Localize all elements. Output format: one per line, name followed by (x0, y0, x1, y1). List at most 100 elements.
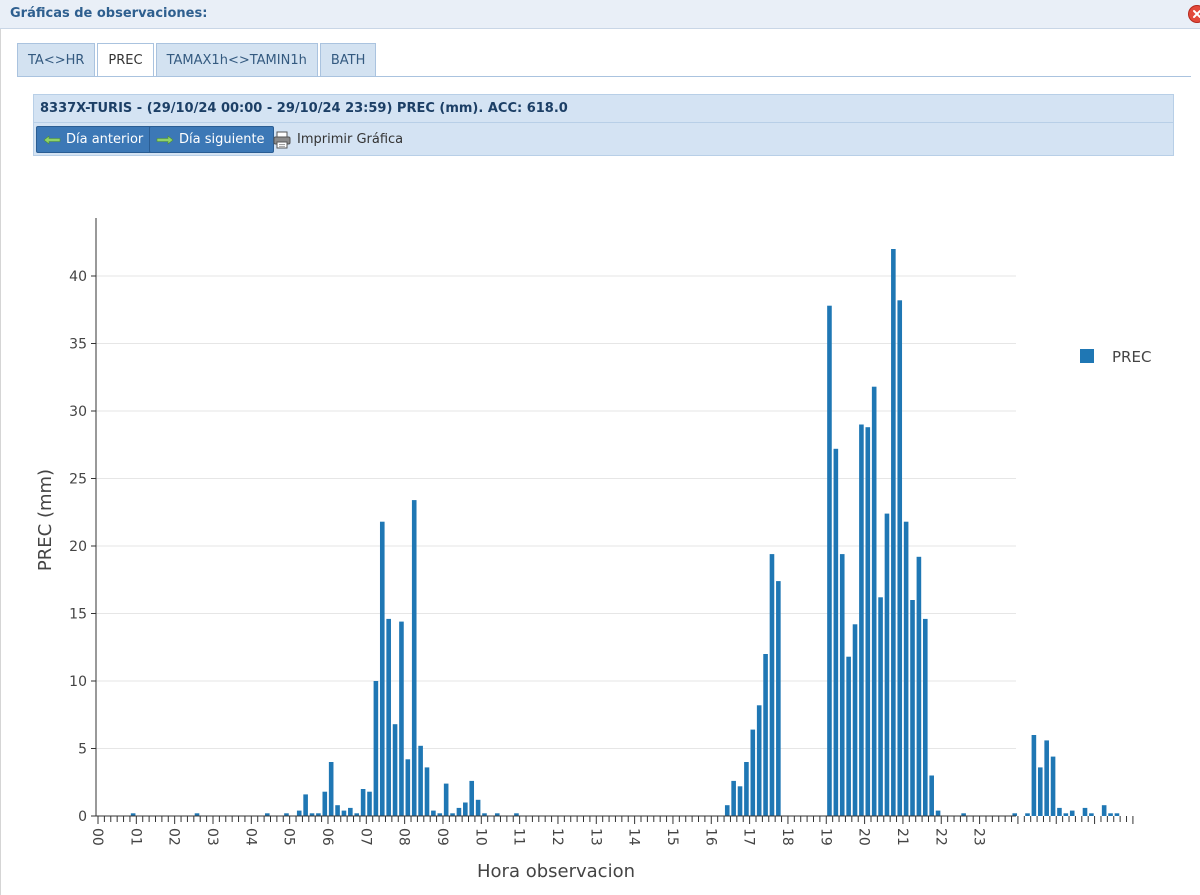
x-tick-label: 14 (626, 828, 642, 846)
bar[interactable] (884, 513, 890, 816)
bar[interactable] (405, 759, 411, 816)
bar[interactable] (443, 783, 449, 816)
previous-day-button[interactable]: Día anterior (36, 126, 153, 153)
bar[interactable] (833, 448, 839, 816)
bar[interactable] (303, 794, 308, 816)
bar[interactable] (916, 556, 922, 816)
x-tick-label: 02 (166, 828, 182, 846)
bar[interactable] (469, 780, 475, 816)
bar[interactable] (296, 810, 302, 816)
bar[interactable] (910, 600, 915, 816)
bar[interactable] (431, 810, 436, 816)
tab-bar: TA<>HR PREC TAMAX1h<>TAMIN1h BATH (17, 43, 377, 77)
bar[interactable] (354, 813, 360, 816)
legend-label: PREC (1112, 348, 1151, 366)
bar[interactable] (379, 521, 385, 816)
bar[interactable] (1069, 810, 1075, 816)
bar[interactable] (1037, 767, 1043, 816)
tab-label: PREC (108, 53, 143, 68)
bars (130, 249, 1120, 817)
bar[interactable] (322, 791, 328, 816)
tab-prec[interactable]: PREC (97, 43, 154, 77)
bar[interactable] (731, 780, 736, 816)
tab-label: TAMAX1h<>TAMIN1h (166, 52, 307, 68)
bar[interactable] (1101, 805, 1107, 816)
x-tick-label: 20 (856, 828, 872, 846)
bar[interactable] (1063, 813, 1069, 816)
bar[interactable] (846, 656, 851, 816)
bar[interactable] (482, 813, 487, 816)
bar[interactable] (360, 789, 366, 816)
bar[interactable] (1108, 813, 1113, 816)
bar[interactable] (475, 799, 481, 816)
bar[interactable] (348, 807, 353, 816)
bar[interactable] (935, 810, 941, 816)
bar[interactable] (891, 249, 896, 816)
x-tick-label: 05 (281, 828, 297, 846)
bar[interactable] (399, 621, 404, 816)
bar[interactable] (871, 386, 877, 816)
bar[interactable] (1050, 756, 1056, 816)
bar[interactable] (897, 300, 903, 816)
bar[interactable] (284, 813, 289, 816)
bar[interactable] (309, 813, 315, 816)
bar[interactable] (922, 618, 928, 816)
bar[interactable] (961, 813, 966, 816)
bar[interactable] (1089, 813, 1094, 816)
bar[interactable] (744, 762, 749, 816)
bar[interactable] (1031, 735, 1037, 816)
bar[interactable] (367, 791, 372, 816)
tab-bath[interactable]: BATH (319, 43, 377, 76)
bar[interactable] (878, 597, 883, 816)
bar[interactable] (450, 813, 455, 816)
bar[interactable] (373, 681, 379, 816)
bar[interactable] (494, 813, 500, 816)
bar[interactable] (194, 813, 200, 816)
bar[interactable] (724, 805, 730, 816)
bar[interactable] (1044, 740, 1049, 816)
bar[interactable] (1012, 813, 1018, 816)
bar[interactable] (756, 705, 762, 816)
print-chart-button[interactable]: Imprimir Gráfica (272, 126, 403, 153)
close-button[interactable] (1188, 5, 1200, 23)
bar[interactable] (335, 805, 340, 816)
bar[interactable] (456, 807, 462, 816)
bar[interactable] (865, 427, 871, 816)
bar[interactable] (929, 775, 934, 817)
tab-ta-hr[interactable]: TA<>HR (17, 43, 96, 76)
bar[interactable] (328, 762, 334, 816)
bar[interactable] (1082, 807, 1088, 816)
bar[interactable] (1114, 813, 1120, 816)
bar[interactable] (130, 813, 136, 816)
bar[interactable] (463, 802, 468, 817)
bar[interactable] (903, 521, 909, 816)
bar[interactable] (437, 813, 443, 816)
bar[interactable] (750, 729, 756, 816)
tab-tamax-tamin[interactable]: TAMAX1h<>TAMIN1h (155, 43, 318, 76)
bar[interactable] (411, 500, 417, 816)
bar[interactable] (852, 624, 858, 816)
bar[interactable] (769, 554, 775, 816)
bar[interactable] (827, 305, 832, 816)
x-axis-label: Hora observacion (477, 861, 635, 882)
bar[interactable] (514, 813, 519, 816)
bar[interactable] (424, 767, 430, 816)
x-tick-label: 09 (434, 828, 450, 846)
x-tick-label: 15 (664, 828, 680, 846)
bar[interactable] (316, 813, 321, 816)
bar[interactable] (392, 724, 398, 816)
bar[interactable] (776, 581, 781, 816)
bar[interactable] (859, 424, 864, 817)
bar[interactable] (418, 745, 423, 816)
bar[interactable] (763, 654, 768, 816)
next-day-button[interactable]: Día siguiente (149, 126, 274, 153)
bar[interactable] (839, 554, 845, 816)
tab-label: BATH (330, 52, 366, 68)
chart-header: 8337X-TURIS - (29/10/24 00:00 - 29/10/24… (33, 94, 1174, 123)
bar[interactable] (386, 618, 391, 816)
bar[interactable] (1025, 813, 1030, 816)
bar[interactable] (264, 813, 270, 816)
bar[interactable] (341, 810, 347, 816)
bar[interactable] (1057, 807, 1062, 816)
bar[interactable] (737, 786, 743, 816)
